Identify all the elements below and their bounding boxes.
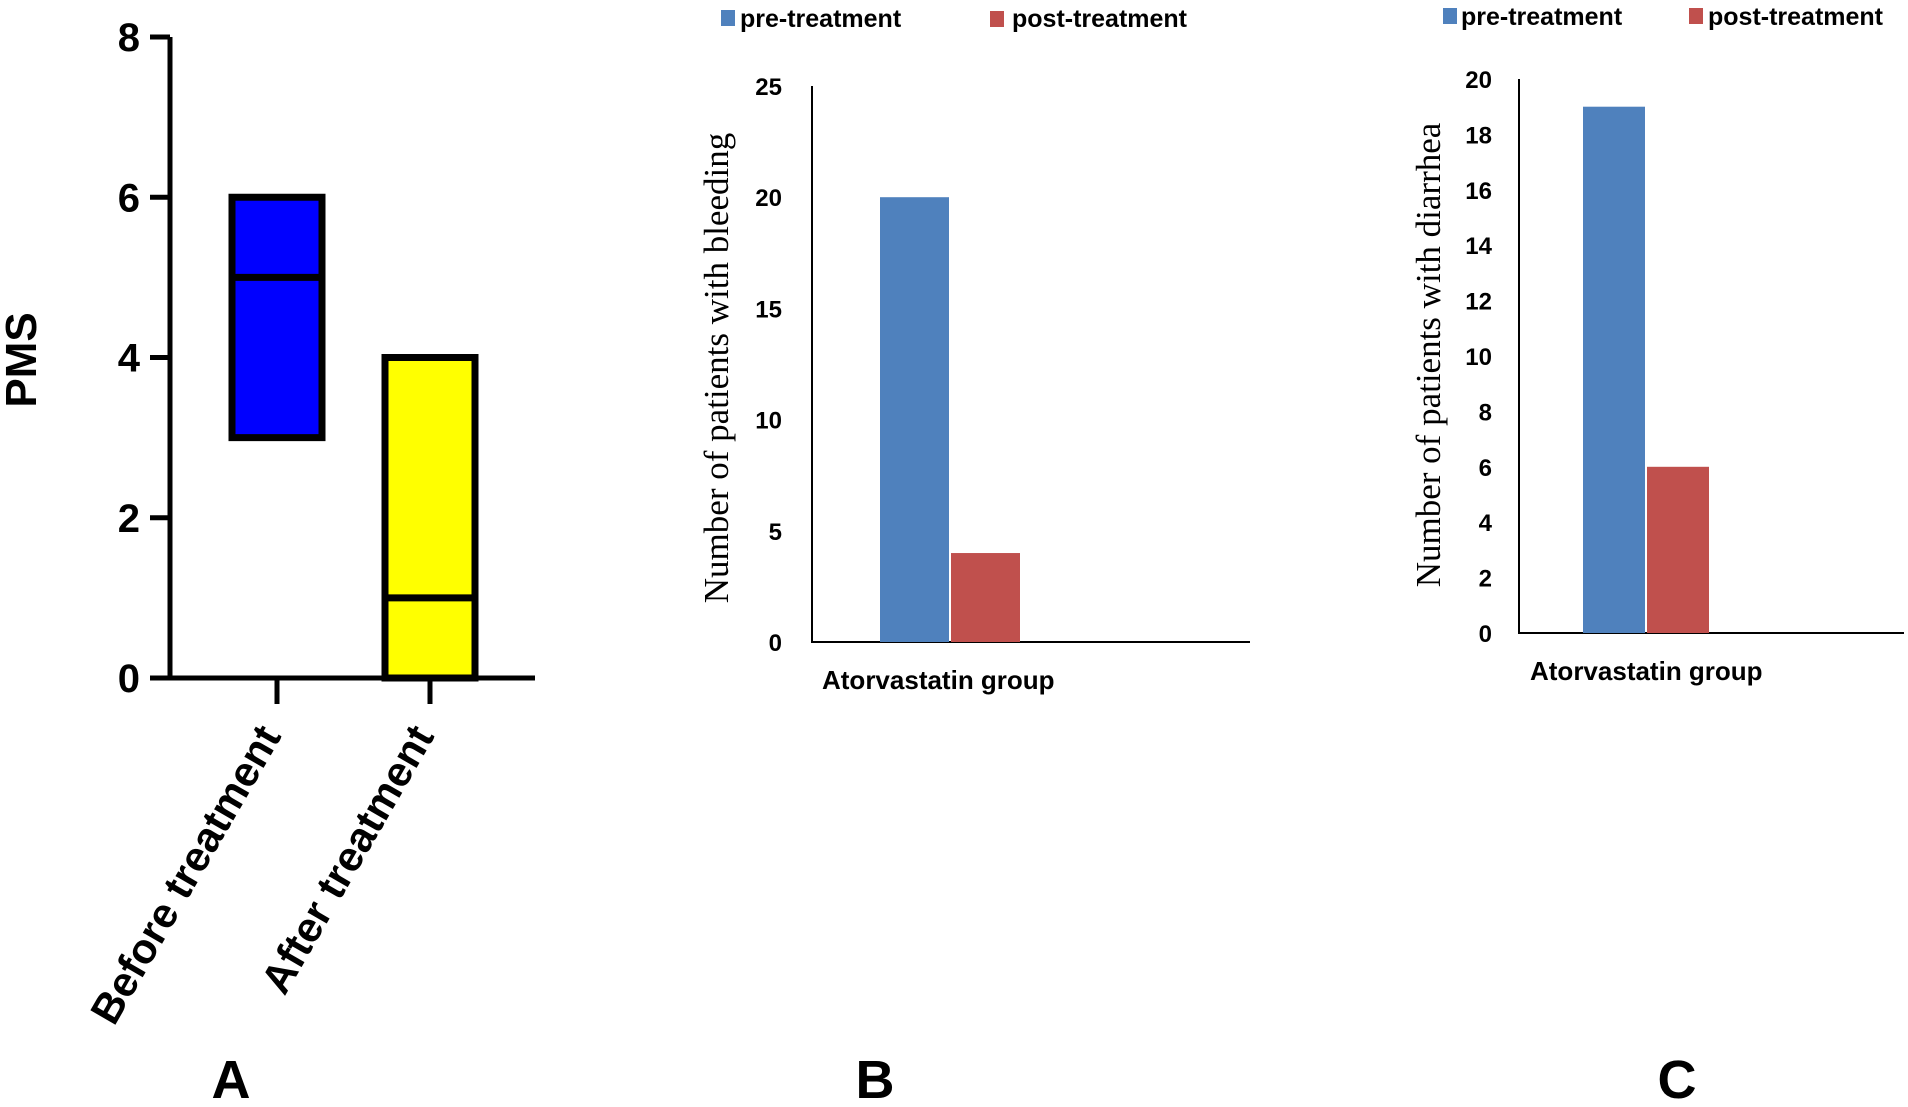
panel-a-y-label: PMS [0,312,46,407]
panel-a-letter: A [212,1050,251,1107]
panel-a-range-bar [228,193,326,442]
panel-b-y-tick-label: 10 [755,408,782,435]
panel-c-y-label: Number of patients with diarrhea [1409,122,1448,587]
panel-c-chart: 0 2 4 6 8 10 12 14 16 18 20 Number of patients wit… [1409,3,1904,1107]
panel-a-range-bar [381,354,479,682]
panel-c-y-tick-label: 8 [1479,399,1492,426]
panel-a-y-tick-label: 0 [118,657,140,701]
panel-c-bar-post [1647,466,1709,633]
panel-a-y-tick-label: 6 [118,176,140,220]
panel-b-category-label: Atorvastatin group [822,665,1055,695]
panel-b-legend-label-post: post-treatment [1012,5,1188,33]
panel-a-y-tick-label: 2 [118,497,140,541]
panel-c-y-tick-label: 4 [1479,510,1493,537]
panel-c-y-tick-label: 18 [1465,122,1492,149]
panel-b-bar-pre [880,197,949,642]
panel-a-y-tick-label: 8 [118,16,140,60]
panel-c-y-tick-label: 0 [1479,621,1492,648]
panel-b-letter: B [856,1050,895,1107]
panel-b-bar-post [951,553,1020,642]
panel-c-y-tick-label: 6 [1479,455,1492,482]
panel-b-y-tick-label: 25 [755,74,782,101]
panel-c-bar-pre [1583,106,1645,633]
panel-b-legend-swatch-pre [721,10,735,26]
panel-c-category-label: Atorvastatin group [1530,656,1763,686]
panel-c-y-tick-label: 14 [1465,233,1492,260]
panel-a-category-label: Before treatment [81,717,290,1032]
panel-c-y-tick-label: 20 [1465,67,1492,94]
panel-a-chart: 0 2 4 6 8 PMS Before treatment After treatme… [0,16,535,1107]
panel-b-y-tick-label: 20 [755,185,782,212]
panel-b-legend-label-pre: pre-treatment [740,5,902,33]
panel-c-legend-label-post: post-treatment [1708,3,1884,31]
panel-c-legend-swatch-post [1689,8,1703,24]
panel-c-y-tick-label: 16 [1465,178,1492,205]
panel-a-y-tick-label: 4 [118,337,141,381]
panel-c-legend-swatch-pre [1443,8,1457,24]
panel-b-legend-swatch-post [990,11,1004,27]
panel-b-chart: 0 5 10 15 20 25 Number of patients with bleed… [697,5,1250,1107]
panel-a-category-label: After treatment [252,717,443,1001]
panel-b-y-label: Number of patients with bleeding [697,133,736,603]
panel-b-y-tick-label: 5 [769,519,782,546]
panel-c-y-tick-label: 10 [1465,344,1492,371]
panel-c-legend-label-pre: pre-treatment [1461,3,1623,31]
panel-b-y-tick-label: 15 [755,296,782,323]
panel-b-y-tick-label: 0 [769,630,782,657]
panel-c-y-tick-label: 12 [1465,289,1492,316]
panel-c-letter: C [1658,1050,1697,1107]
panel-c-y-tick-label: 2 [1479,566,1492,593]
